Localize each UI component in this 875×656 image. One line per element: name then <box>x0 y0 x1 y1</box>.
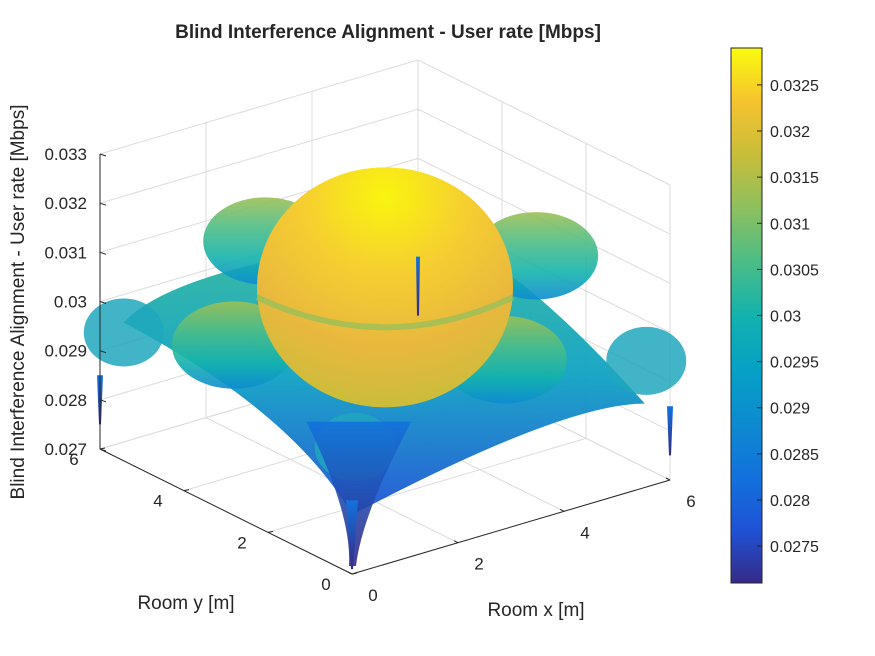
z-tick-label: 0.033 <box>44 145 87 164</box>
z-tick-label: 0.028 <box>44 391 87 410</box>
y-tick <box>351 572 358 575</box>
y-tick <box>183 489 190 492</box>
x-tick <box>665 477 671 481</box>
spike-back <box>416 256 420 316</box>
axes <box>99 153 671 575</box>
y-tick-label: 6 <box>69 450 78 469</box>
x-tick-label: 2 <box>474 555 483 574</box>
y-tick-label: 4 <box>153 492 162 511</box>
z-tick <box>99 350 107 354</box>
y-tick <box>267 530 274 533</box>
colorbar-gradient <box>730 47 763 584</box>
central-dome <box>257 167 513 408</box>
x-axis-line <box>351 479 671 575</box>
z-tick <box>99 399 107 403</box>
colorbar-tick-label: 0.032 <box>770 124 810 141</box>
z-tick <box>99 448 107 452</box>
chart-title: Blind Interference Alignment - User rate… <box>175 22 601 43</box>
colorbar-tick-label: 0.029 <box>770 401 810 418</box>
y-axis-label: Room y [m] <box>137 593 234 614</box>
rate-surface <box>83 167 687 570</box>
colorbar-tick-label: 0.0285 <box>770 447 819 464</box>
spike-front <box>346 500 358 570</box>
x-tick <box>559 508 565 512</box>
colorbar-tick-label: 0.0275 <box>770 539 819 556</box>
x-tick <box>347 571 353 575</box>
gridline-z <box>99 59 671 186</box>
x-axis-label: Room x [m] <box>487 600 584 621</box>
z-tick <box>99 251 107 255</box>
z-tick-label: 0.029 <box>44 342 87 361</box>
colorbar-tick-label: 0.0315 <box>770 170 819 187</box>
z-tick <box>99 301 107 304</box>
x-tick-label: 4 <box>580 523 589 542</box>
x-tick-label: 6 <box>686 492 695 511</box>
dome-rim <box>255 294 515 331</box>
x-tick <box>453 540 459 544</box>
x-tick-label: 0 <box>368 586 377 605</box>
spike-right <box>667 406 673 456</box>
y-tick-label: 0 <box>321 575 330 594</box>
y-tick-label: 2 <box>237 533 246 552</box>
z-tick-label: 0.03 <box>54 293 87 312</box>
z-tick-label: 0.032 <box>44 194 87 213</box>
z-tick <box>99 153 107 157</box>
colorbar-tick-label: 0.03 <box>770 309 801 326</box>
corner-front-right <box>606 326 687 395</box>
z-axis-label: Blind Interference Alignment - User rate… <box>8 105 29 500</box>
z-tick-label: 0.027 <box>44 440 87 459</box>
front-valley <box>306 421 412 566</box>
colorbar-tick-label: 0.0295 <box>770 355 819 372</box>
colorbar-tick-label: 0.028 <box>770 493 810 510</box>
corner-back-left <box>83 298 164 367</box>
colorbar-tick-label: 0.0325 <box>770 78 819 95</box>
z-tick <box>99 202 107 206</box>
colorbar: 0.0275 0.028 0.0285 0.029 0.0295 0.03 0.0305 0.… <box>730 47 819 584</box>
z-tick-label: 0.031 <box>44 243 87 262</box>
colorbar-tick-label: 0.0305 <box>770 262 819 279</box>
tick-labels: 024602460.0270.0280.0290.030.0310.0320.0… <box>44 145 695 605</box>
y-axis-line <box>99 448 353 575</box>
colorbar-tick-label: 0.031 <box>770 216 810 233</box>
